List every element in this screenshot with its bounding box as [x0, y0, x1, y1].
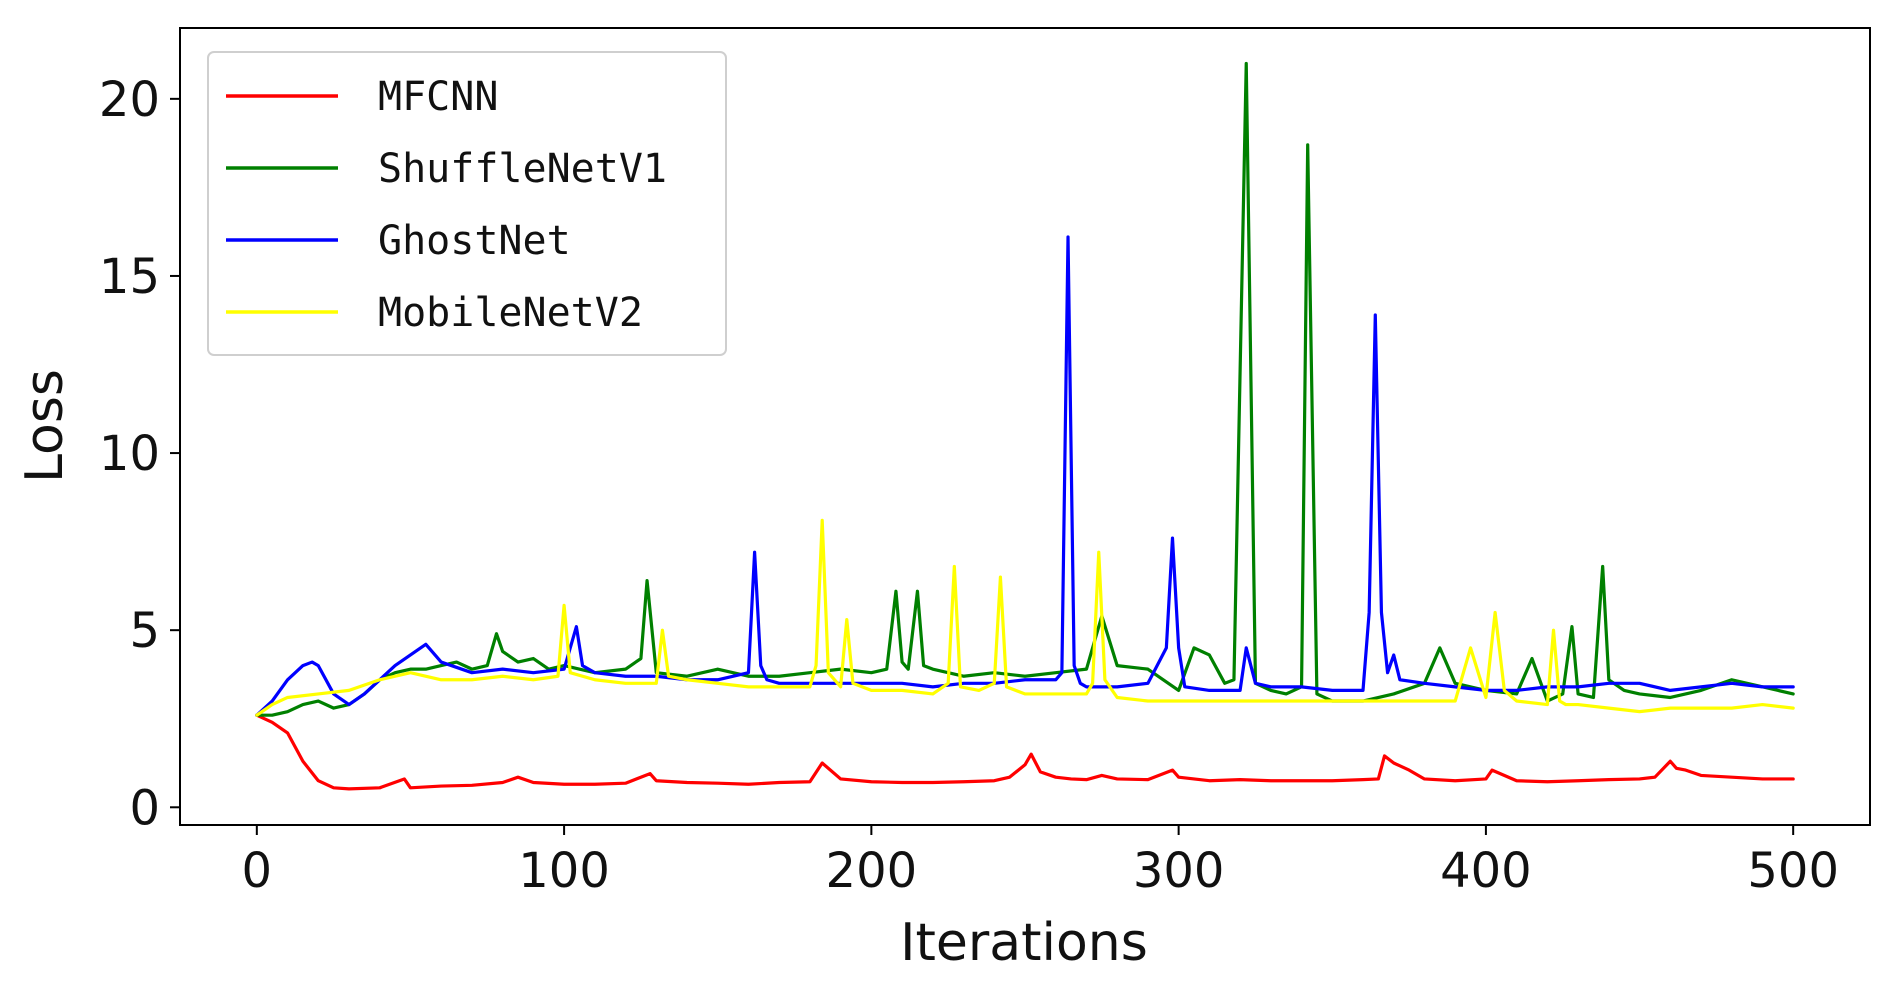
series-line-shufflenetv1: [255, 61, 1795, 717]
x-tick-label-500: 500: [1747, 843, 1839, 899]
x-tick-label-200: 200: [826, 843, 918, 899]
x-tick-label-100: 100: [518, 843, 610, 899]
y-tick-label-10: 10: [99, 426, 160, 482]
x-axis-label: Iterations: [900, 913, 1148, 973]
legend-label-mobilenetv2: MobileNetV2: [378, 290, 643, 336]
y-axis-label: Loss: [15, 369, 75, 483]
y-axis: 0 5 10 15 20: [99, 72, 180, 836]
series-line-mobilenetv2: [255, 518, 1795, 717]
y-tick-label-20: 20: [99, 72, 160, 128]
legend-label-ghostnet: GhostNet: [378, 218, 571, 264]
legend: MFCNN ShuffleNetV1 GhostNet MobileNetV2: [207, 51, 727, 356]
y-tick-label-5: 5: [129, 603, 160, 659]
x-tick-label-0: 0: [242, 843, 273, 899]
legend-box: [207, 51, 727, 356]
plot-frame: [179, 27, 1871, 826]
x-tick-label-300: 300: [1133, 843, 1225, 899]
y-tick-label-15: 15: [99, 249, 160, 305]
legend-label-shufflenetv1: ShuffleNetV1: [378, 146, 667, 192]
x-tick-label-400: 400: [1440, 843, 1532, 899]
series-line-ghostnet: [255, 235, 1795, 717]
series-layer: [255, 61, 1795, 791]
x-axis: 0 100 200 300 400 500: [242, 825, 1839, 899]
y-tick-label-0: 0: [129, 780, 160, 836]
series-line-mfcnn: [255, 713, 1795, 791]
legend-label-mfcnn: MFCNN: [378, 74, 498, 120]
